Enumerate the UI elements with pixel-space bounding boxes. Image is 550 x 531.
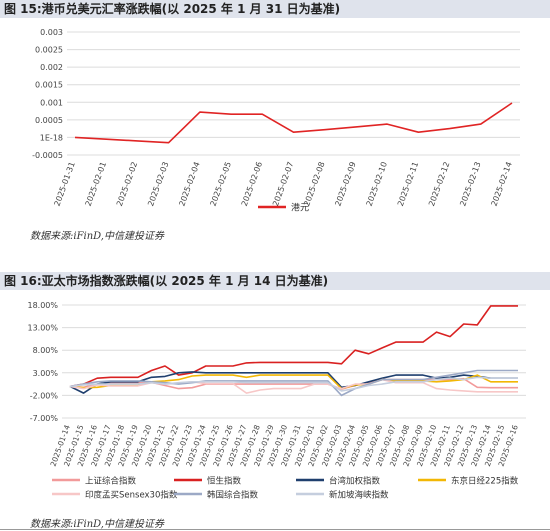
legend-label: 上证综合指数 [85, 476, 137, 487]
figure-15-title: 图 15:港币兑美元汇率涨跌幅(以 2025 年 1 月 31 日为基准) [0, 0, 550, 18]
asia-pacific-indices-line-chart: 18.00%13.00%8.00%3.00%-2.00%-7.00%2025-0… [27, 301, 526, 501]
y-tick-label: 0.002 [40, 63, 63, 72]
x-tick-label: 2025-02-13 [458, 161, 482, 208]
y-tick-label: -2.00% [30, 391, 59, 400]
y-tick-label: 0.0015 [35, 81, 63, 90]
legend-label: 东京日经225指数 [451, 476, 519, 487]
y-tick-label: 0.003 [40, 28, 63, 37]
x-tick-label: 2025-02-11 [396, 161, 420, 208]
legend-label: 韩国综合指数 [207, 490, 259, 501]
y-tick-label: 0.001 [40, 98, 63, 107]
y-tick-label: 18.00% [27, 301, 58, 310]
figure-15-source: 数据来源:iFinD,中信建投证券 [30, 231, 164, 242]
x-tick-label: 2025-01-31 [53, 161, 77, 208]
figure-16-source: 数据来源:iFinD,中信建投证券 [30, 519, 164, 530]
x-tick-label: 2025-02-02 [115, 161, 139, 208]
series-line-1 [74, 102, 513, 144]
x-tick-label: 2025-02-04 [177, 161, 201, 208]
x-tick-label: 2025-02-03 [146, 161, 170, 208]
y-tick-label: 13.00% [27, 324, 58, 333]
series-line-6 [69, 369, 518, 397]
legend-label: 港元 [291, 202, 309, 214]
series-line-3 [69, 371, 518, 394]
series-line-5 [69, 378, 518, 394]
x-tick-label: 2025-02-05 [209, 161, 233, 208]
bottom-rule [0, 529, 550, 530]
legend-label: 印度孟买Sensex30指数 [85, 490, 178, 501]
x-tick-label: 2025-02-01 [84, 161, 108, 208]
y-tick-label: 8.00% [33, 346, 59, 355]
y-tick-label: 3.00% [33, 369, 59, 378]
y-tick-label: 1E-18 [40, 133, 63, 142]
series-line-2 [69, 305, 518, 388]
x-tick-label: 2025-02-12 [427, 161, 451, 208]
figure-16-title: 图 16:亚太市场指数涨跌幅(以 2025 年 1 月 14 日为基准) [0, 272, 550, 290]
legend-label: 新加坡海峡指数 [329, 490, 389, 501]
y-tick-label: 0.0005 [35, 116, 63, 125]
x-tick-label: 2025-02-09 [333, 161, 357, 208]
y-tick-label: 0.0025 [35, 46, 63, 55]
series-line-7 [69, 376, 518, 392]
x-tick-label: 2025-02-07 [271, 161, 295, 208]
legend-label: 恒生指数 [207, 476, 242, 487]
y-tick-label: -0.0005 [32, 151, 63, 160]
hkd-usd-line-chart: 0.003 0.0025 0.002 0.0015 0.001 0.0005 1E-18 -0… [32, 28, 520, 214]
x-tick-label: 2025-02-06 [240, 161, 264, 208]
x-tick-label: 2025-02-10 [365, 161, 389, 208]
legend-label: 台湾加权指数 [329, 476, 381, 487]
x-tick-label: 2025-02-08 [302, 161, 326, 208]
x-tick-label: 2025-02-14 [490, 161, 514, 208]
y-tick-label: -7.00% [30, 414, 59, 423]
